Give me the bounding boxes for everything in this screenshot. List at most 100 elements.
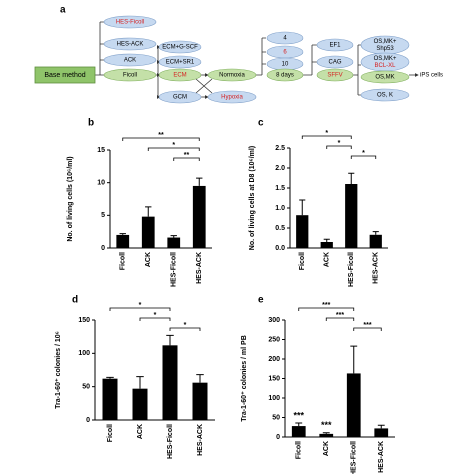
error-bar	[377, 424, 385, 429]
y-tick-label: 150	[78, 317, 90, 324]
y-tick-label: 300	[268, 317, 280, 324]
significance-bracket	[326, 145, 352, 149]
panel-label: e	[258, 295, 264, 306]
bar	[296, 215, 309, 248]
error-bar	[348, 172, 355, 184]
significance-bracket	[139, 317, 171, 321]
significance-bracket	[350, 155, 377, 159]
node-label: CAG	[328, 60, 341, 66]
significance-label: ***	[322, 302, 330, 309]
x-tick-label: HES-ACK	[378, 441, 385, 473]
node: Ficoll	[103, 68, 157, 82]
error-bar	[145, 206, 152, 217]
bar	[346, 373, 361, 437]
connector	[353, 44, 361, 96]
node-shape	[103, 53, 157, 67]
y-tick-label: 200	[268, 356, 280, 363]
bar	[291, 426, 306, 437]
node-shape	[360, 70, 410, 84]
node-shape	[266, 31, 304, 45]
node: 6	[266, 45, 304, 59]
bar	[116, 234, 130, 248]
error-bar	[196, 374, 204, 383]
node-shape	[158, 40, 202, 54]
node-label: ACK	[124, 58, 136, 64]
y-tick-label: 1.5	[275, 185, 285, 192]
base-label: Base method	[44, 72, 85, 79]
significance-bracket	[325, 317, 355, 321]
y-axis-label: Tra-1-60⁺ colonies / 10⁶	[55, 331, 62, 409]
node-label: 4	[283, 36, 287, 42]
node-shape	[266, 68, 304, 82]
x-tick-label: HES-Ficoll	[167, 424, 174, 459]
node-shape	[158, 68, 202, 82]
node: 8 days	[266, 68, 304, 82]
node: EF1	[316, 38, 354, 52]
y-tick-label: 100	[78, 350, 90, 357]
node: OS,MK+BCL-XL	[360, 52, 410, 72]
node-label: GCM	[173, 95, 187, 101]
node: 10	[266, 57, 304, 71]
node: OS,MK+Shp53	[360, 35, 410, 55]
significance-label: *	[325, 130, 328, 137]
bar	[192, 185, 206, 248]
bar	[192, 382, 208, 420]
significance-bracket	[147, 147, 200, 151]
result-label: iPS cells	[420, 73, 443, 79]
bar	[132, 388, 148, 420]
node: SFFV	[316, 68, 354, 82]
node-shape	[207, 90, 257, 104]
y-tick-label: 250	[268, 336, 280, 343]
significance-bracket	[353, 327, 382, 331]
node-label: HES-ACK	[117, 42, 144, 48]
significance-bracket	[173, 157, 200, 161]
y-tick-label: 5	[101, 212, 105, 219]
node-label: EF1	[329, 43, 341, 49]
node-label: Hypoxia	[221, 95, 243, 101]
node: 4	[266, 31, 304, 45]
node: CAG	[316, 55, 354, 69]
x-tick-label: HES-ACK	[196, 252, 203, 284]
error-bar	[166, 334, 174, 346]
bar	[320, 242, 333, 248]
error-bar	[170, 235, 177, 238]
error-bar	[196, 177, 203, 186]
error-bar	[106, 376, 114, 379]
node-shape	[207, 68, 257, 82]
node: ECM+SR1	[158, 55, 202, 69]
y-tick-label: 0	[86, 417, 90, 424]
connector	[256, 37, 266, 76]
node-shape	[103, 15, 157, 29]
x-tick-label: HES-Ficoll	[351, 441, 358, 474]
x-tick-label: Ficoll	[299, 252, 306, 270]
panel-label: c	[258, 118, 264, 129]
base-box	[34, 66, 96, 84]
x-tick-label: Ficoll	[296, 441, 303, 459]
significance-bracket	[109, 307, 171, 311]
error-bar	[136, 376, 144, 389]
node-shape	[316, 55, 354, 69]
y-tick-label: 10	[97, 180, 105, 187]
x-tick-label: ACK	[323, 441, 330, 456]
node-label: Ficoll	[123, 73, 137, 79]
error-bar	[350, 345, 358, 374]
node: ECM+G-SCF	[158, 40, 202, 54]
x-tick-label: HES-ACK	[197, 424, 204, 456]
node-label: 6	[283, 50, 287, 56]
node-label: ECM+SR1	[166, 60, 195, 66]
panel-label: d	[72, 295, 78, 306]
node-shape	[103, 37, 157, 51]
y-tick-label: 50	[82, 384, 90, 391]
bar	[374, 428, 389, 437]
significance-bracket	[122, 137, 200, 141]
node: Hypoxia	[207, 90, 257, 104]
node: OS,MK	[360, 70, 410, 84]
error-bar	[119, 233, 126, 235]
error-bar	[372, 231, 379, 235]
node-label: HES-Ficoll	[116, 20, 144, 26]
node-label: OS, K	[377, 93, 393, 99]
node-label: 8 days	[276, 73, 294, 79]
error-bar	[322, 432, 330, 434]
node-shape	[316, 38, 354, 52]
